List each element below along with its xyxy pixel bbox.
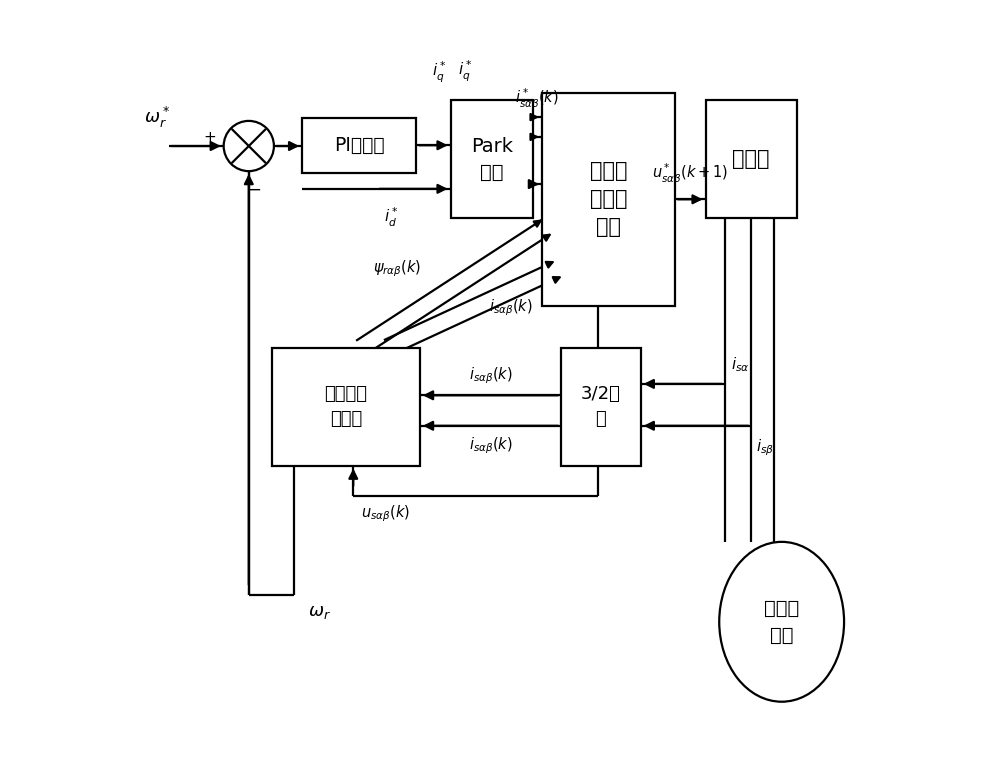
Text: 3/2变
换: 3/2变 换 — [581, 385, 621, 429]
FancyBboxPatch shape — [706, 100, 797, 219]
Text: $u_{s\alpha\beta}^*(k+1)$: $u_{s\alpha\beta}^*(k+1)$ — [652, 162, 728, 187]
FancyBboxPatch shape — [561, 348, 641, 466]
Text: $u_{s\alpha\beta}(k)$: $u_{s\alpha\beta}(k)$ — [361, 503, 410, 524]
Text: 逆变器: 逆变器 — [732, 149, 770, 170]
Text: $i_q^*$: $i_q^*$ — [432, 60, 447, 85]
Text: −: − — [247, 180, 261, 199]
Text: $i_{s\alpha\beta}(k)$: $i_{s\alpha\beta}(k)$ — [469, 366, 512, 386]
Text: $i_q^*$: $i_q^*$ — [458, 59, 473, 83]
Text: $i_{s\beta}$: $i_{s\beta}$ — [756, 437, 774, 458]
Text: $i_{s\alpha}$: $i_{s\alpha}$ — [731, 355, 749, 374]
Text: PI调节器: PI调节器 — [334, 136, 384, 155]
Text: 全阶磁链
观测器: 全阶磁链 观测器 — [324, 385, 367, 429]
Text: $i_{s\alpha\beta}^*(k)$: $i_{s\alpha\beta}^*(k)$ — [515, 86, 559, 112]
Text: $\omega_r^*$: $\omega_r^*$ — [144, 105, 171, 130]
Text: 异步电
动机: 异步电 动机 — [764, 599, 799, 645]
Text: $\omega_r$: $\omega_r$ — [308, 603, 331, 621]
FancyBboxPatch shape — [542, 92, 675, 306]
Text: $i_{s\alpha\beta}(k)$: $i_{s\alpha\beta}(k)$ — [489, 297, 533, 318]
FancyBboxPatch shape — [272, 348, 420, 466]
Text: Park
变换: Park 变换 — [471, 137, 513, 182]
Text: $i_d^*$: $i_d^*$ — [384, 206, 399, 228]
Text: $\psi_{r\alpha\beta}(k)$: $\psi_{r\alpha\beta}(k)$ — [373, 258, 421, 279]
Text: +: + — [203, 130, 216, 144]
FancyBboxPatch shape — [302, 118, 416, 173]
Text: 电机模
型计算
模块: 电机模 型计算 模块 — [590, 161, 627, 238]
FancyBboxPatch shape — [451, 100, 533, 219]
Text: $i_{s\alpha\beta}(k)$: $i_{s\alpha\beta}(k)$ — [469, 435, 512, 455]
